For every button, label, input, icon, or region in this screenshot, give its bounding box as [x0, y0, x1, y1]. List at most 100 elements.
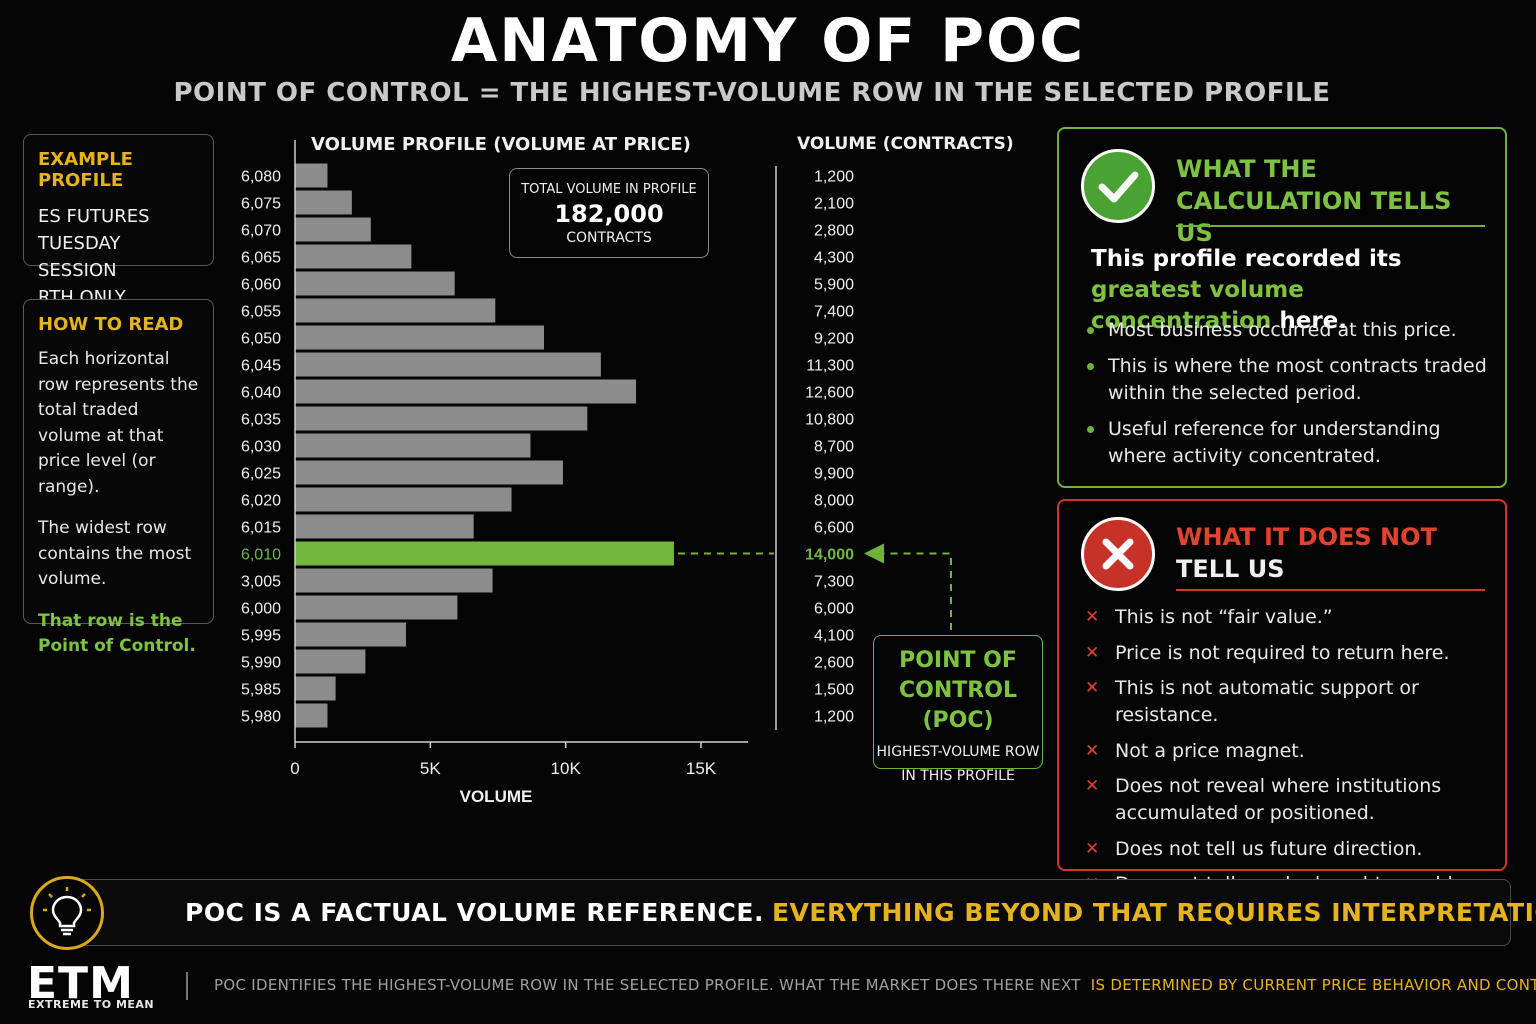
price-label: 6,045 — [241, 358, 281, 375]
price-label: 3,005 — [241, 574, 281, 591]
example-profile-heading: EXAMPLE PROFILE — [38, 149, 133, 191]
volume-value-label: 1,200 — [814, 169, 854, 186]
lead-highlight: greatest volume concentration — [1091, 277, 1304, 334]
price-label: 5,980 — [241, 709, 281, 726]
volume-bar — [295, 676, 336, 701]
volume-value-label: 2,800 — [814, 223, 854, 240]
volume-bar — [295, 514, 474, 539]
bullet-dot-icon — [1087, 327, 1094, 334]
banner-text: POC IS A FACTUAL VOLUME REFERENCE. EVERYT… — [185, 898, 1536, 927]
example-profile-line: ES FUTURES — [38, 206, 150, 227]
volume-bar — [295, 649, 366, 674]
lead-text: This profile recorded its — [1091, 246, 1402, 272]
volume-value-label: 8,000 — [814, 493, 854, 510]
x-tick-label: 5K — [420, 759, 441, 778]
volume-value-label: 1,500 — [814, 682, 854, 699]
volume-bar — [295, 595, 458, 620]
list-item: Most business occurred at this price. — [1087, 317, 1497, 344]
volume-bar — [295, 325, 545, 350]
price-label: 6,000 — [241, 601, 281, 618]
volume-bar — [295, 568, 493, 593]
volume-value-label: 5,900 — [814, 277, 854, 294]
volume-bar — [295, 352, 601, 377]
list-item-text: This is where the most contracts traded … — [1108, 355, 1487, 404]
volume-value-label: 12,600 — [805, 385, 854, 402]
does-not-tell-list: ✕ This is not “fair value.” ✕ Price is not… — [1085, 604, 1500, 907]
total-volume-box: TOTAL VOLUME IN PROFILE 182,000 CONTRACT… — [509, 168, 709, 258]
calculation-tells-list: Most business occurred at this price. Th… — [1087, 317, 1497, 479]
price-label: 6,050 — [241, 331, 281, 348]
list-item: ✕ This is not “fair value.” — [1085, 604, 1500, 631]
x-mark-icon: ✕ — [1085, 838, 1100, 859]
page-subtitle: POINT OF CONTROL = THE HIGHEST-VOLUME RO… — [173, 78, 1331, 108]
does-not-tell-panel: WHAT IT DOES NOT TELL US ✕ This is not “f… — [1057, 499, 1507, 895]
price-label: 5,990 — [241, 655, 281, 672]
divider — [1176, 225, 1485, 227]
volume-bar — [295, 460, 563, 485]
volume-value-label: 9,200 — [814, 331, 854, 348]
chart-title: VOLUME PROFILE (VOLUME AT PRICE) — [311, 134, 691, 155]
footer-note: POC IDENTIFIES THE HIGHEST-VOLUME ROW IN… — [214, 976, 1536, 994]
footer-text: POC IDENTIFIES THE HIGHEST-VOLUME ROW IN… — [214, 976, 1081, 994]
x-tick-label: 0 — [290, 759, 299, 778]
list-item-text: Useful reference for understanding where… — [1108, 418, 1441, 467]
price-label: 6,025 — [241, 466, 281, 483]
price-label: 6,030 — [241, 439, 281, 456]
list-item: Useful reference for understanding where… — [1087, 416, 1497, 470]
list-item-text: Most business occurred at this price. — [1108, 319, 1457, 341]
volume-value-label: 4,100 — [814, 628, 854, 645]
list-item-text: This is not “fair value.” — [1115, 606, 1333, 628]
price-label: 5,985 — [241, 682, 281, 699]
list-item: ✕ This is not automatic support or resist… — [1085, 675, 1500, 729]
does-not-tell-heading: WHAT IT DOES NOT TELL US — [1176, 521, 1437, 585]
volume-bar — [295, 703, 328, 728]
total-volume-value: 182,000 — [554, 200, 664, 228]
list-item-text: Not a price magnet. — [1115, 739, 1305, 762]
x-tick-label: 15K — [686, 759, 717, 778]
list-item: ✕ Does not reveal where institutions accu… — [1085, 773, 1500, 827]
volume-value-label: 7,300 — [814, 574, 854, 591]
banner-highlight: EVERYTHING BEYOND THAT REQUIRES INTERPRE… — [771, 898, 1536, 927]
calculation-lead-text: This profile recorded its greatest volum… — [1091, 244, 1491, 337]
volume-bar — [295, 271, 455, 296]
price-label: 6,080 — [241, 169, 281, 186]
footer-highlight: IS DETERMINED BY CURRENT PRICE BEHAVIOR … — [1090, 976, 1536, 994]
total-volume-unit: CONTRACTS — [566, 230, 652, 246]
poc-callout-arrow — [864, 543, 952, 630]
total-volume-label: TOTAL VOLUME IN PROFILE — [521, 182, 697, 197]
volume-value-label: 14,000 — [805, 547, 854, 564]
poc-callout-heading: POINT OF CONTROL (POC) — [899, 648, 1017, 733]
example-profile-line: TUESDAY SESSION — [38, 233, 121, 281]
volume-column-title: VOLUME (CONTRACTS) — [797, 134, 1014, 154]
list-item-text: This is not automatic support or resista… — [1115, 677, 1419, 726]
volume-value-label: 7,400 — [814, 304, 854, 321]
lead-text: here. — [1279, 308, 1347, 334]
volume-value-label: 8,700 — [814, 439, 854, 456]
list-item: This is where the most contracts traded … — [1087, 353, 1497, 407]
volume-value-label: 9,900 — [814, 466, 854, 483]
volume-bar — [295, 190, 352, 215]
x-tick-label: 10K — [551, 759, 582, 778]
price-label: 6,020 — [241, 493, 281, 510]
list-item-text: Does not tell us future direction. — [1115, 837, 1423, 860]
list-item: ✕ Does not tell us future direction. — [1085, 836, 1500, 863]
volume-bar — [295, 163, 328, 188]
volume-bar — [295, 298, 496, 323]
etm-logo: ETM — [27, 958, 134, 1009]
price-label: 6,070 — [241, 223, 281, 240]
volume-bar — [295, 487, 512, 512]
divider — [1176, 589, 1485, 591]
volume-value-label: 6,000 — [814, 601, 854, 618]
footer-divider — [186, 972, 188, 1000]
list-item-text: Price is not required to return here. — [1115, 641, 1450, 664]
list-item-text: Does not reveal where institutions accum… — [1115, 775, 1442, 824]
key-takeaway-banner: POC IS A FACTUAL VOLUME REFERENCE. EVERYT… — [68, 879, 1536, 946]
volume-bar — [295, 217, 371, 242]
etm-logo-tagline: EXTREME TO MEAN — [28, 998, 155, 1011]
price-label: 6,065 — [241, 250, 281, 267]
volume-value-label: 10,800 — [805, 412, 854, 429]
calculation-tells-heading: WHAT THE CALCULATION TELLS US — [1176, 155, 1452, 247]
lightbulb-icon — [30, 876, 104, 950]
price-label: 6,075 — [241, 196, 281, 213]
